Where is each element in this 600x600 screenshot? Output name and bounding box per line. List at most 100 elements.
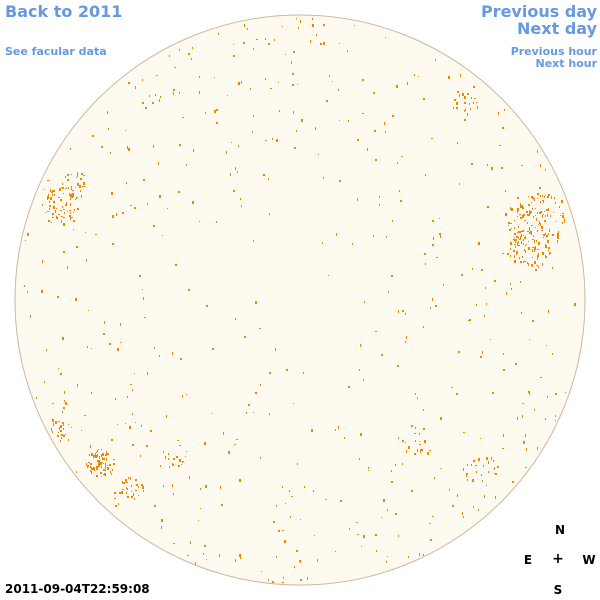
magnetic-feature-dot <box>424 440 426 443</box>
magnetic-feature-dot <box>179 445 181 446</box>
magnetic-feature-dot <box>574 303 576 306</box>
magnetic-feature-dot <box>206 559 207 560</box>
magnetic-feature-dot <box>362 113 364 114</box>
magnetic-feature-dot <box>565 392 566 393</box>
observation-timestamp: 2011-09-04T22:59:08 <box>5 582 150 596</box>
magnetic-feature-dot <box>127 488 128 490</box>
magnetic-feature-dot <box>100 472 102 474</box>
magnetic-feature-dot <box>558 231 559 233</box>
magnetic-feature-dot <box>517 232 519 233</box>
magnetic-feature-dot <box>517 244 518 246</box>
magnetic-feature-dot <box>69 215 71 217</box>
magnetic-feature-dot <box>235 167 236 170</box>
magnetic-feature-dot <box>555 202 556 204</box>
magnetic-feature-dot <box>53 206 55 209</box>
magnetic-feature-dot <box>373 235 374 237</box>
magnetic-feature-dot <box>273 521 275 523</box>
magnetic-feature-dot <box>182 461 183 463</box>
magnetic-feature-dot <box>131 491 132 492</box>
magnetic-feature-dot <box>284 540 286 543</box>
magnetic-feature-dot <box>457 494 458 497</box>
magnetic-feature-dot <box>141 484 143 486</box>
see-facular-data-link[interactable]: See facular data <box>5 45 107 58</box>
magnetic-feature-dot <box>354 25 355 26</box>
next-hour-link[interactable]: Next hour <box>535 57 598 70</box>
magnetic-feature-dot <box>375 331 377 332</box>
magnetic-feature-dot <box>58 214 60 215</box>
magnetic-feature-dot <box>204 545 206 547</box>
previous-hour-link[interactable]: Previous hour <box>510 45 597 58</box>
magnetic-feature-dot <box>562 222 563 224</box>
previous-day-link[interactable]: Previous day <box>480 2 597 21</box>
magnetic-feature-dot <box>537 249 539 250</box>
back-to-year-link[interactable]: Back to 2011 <box>5 2 123 21</box>
magnetic-feature-dot <box>467 113 468 116</box>
magnetic-feature-dot <box>400 200 402 202</box>
magnetic-feature-dot <box>513 239 515 240</box>
magnetic-feature-dot <box>173 458 175 460</box>
magnetic-feature-dot <box>261 571 262 572</box>
magnetic-feature-dot <box>391 275 393 277</box>
magnetic-feature-dot <box>205 112 206 114</box>
magnetic-feature-dot <box>97 454 98 455</box>
magnetic-feature-dot <box>169 466 170 468</box>
magnetic-feature-dot <box>250 88 251 90</box>
magnetic-feature-dot <box>127 496 129 498</box>
magnetic-feature-dot <box>542 200 544 201</box>
magnetic-feature-dot <box>198 520 199 521</box>
magnetic-feature-dot <box>240 557 241 559</box>
magnetic-feature-dot <box>517 211 518 213</box>
magnetic-feature-dot <box>398 535 399 537</box>
magnetic-feature-dot <box>534 240 535 242</box>
magnetic-feature-dot <box>518 226 519 228</box>
magnetic-feature-dot <box>282 26 283 27</box>
magnetic-feature-dot <box>246 412 247 414</box>
magnetic-feature-dot <box>482 480 483 482</box>
magnetic-feature-dot <box>439 218 440 219</box>
magnetic-feature-dot <box>125 479 127 482</box>
magnetic-feature-dot <box>467 93 469 95</box>
magnetic-feature-dot <box>491 457 492 460</box>
magnetic-feature-dot <box>395 464 396 466</box>
magnetic-feature-dot <box>67 266 68 268</box>
magnetic-feature-dot <box>528 241 529 242</box>
magnetic-feature-dot <box>126 487 127 489</box>
magnetic-feature-dot <box>92 453 93 455</box>
magnetic-feature-dot <box>520 217 522 219</box>
magnetic-feature-dot <box>523 243 524 245</box>
magnetic-feature-dot <box>241 205 242 207</box>
magnetic-feature-dot <box>204 442 206 445</box>
magnetic-feature-dot <box>104 458 105 460</box>
magnetic-feature-dot <box>546 209 548 211</box>
magnetic-feature-dot <box>464 110 465 112</box>
magnetic-feature-dot <box>278 82 279 83</box>
magnetic-feature-dot <box>93 467 95 470</box>
magnetic-feature-dot <box>216 122 218 124</box>
magnetic-feature-dot <box>456 107 458 109</box>
magnetic-feature-dot <box>547 240 549 243</box>
magnetic-feature-dot <box>545 245 547 248</box>
magnetic-feature-dot <box>483 465 484 467</box>
magnetic-feature-dot <box>49 205 51 207</box>
magnetic-feature-dot <box>147 372 148 375</box>
magnetic-feature-dot <box>276 505 277 507</box>
magnetic-feature-dot <box>521 234 522 237</box>
magnetic-feature-dot <box>518 245 520 246</box>
magnetic-feature-dot <box>253 115 254 117</box>
magnetic-feature-dot <box>514 255 515 258</box>
magnetic-feature-dot <box>368 467 369 469</box>
magnetic-feature-dot <box>265 78 266 80</box>
magnetic-feature-dot <box>555 221 556 222</box>
next-day-link[interactable]: Next day <box>517 19 597 38</box>
magnetic-feature-dot <box>81 173 83 175</box>
magnetic-feature-dot <box>561 200 563 203</box>
magnetic-feature-dot <box>503 353 504 355</box>
magnetic-feature-dot <box>518 231 519 232</box>
magnetic-feature-dot <box>344 437 345 439</box>
magnetic-feature-dot <box>186 394 187 395</box>
magnetic-feature-dot <box>529 210 530 211</box>
magnetic-feature-dot <box>135 490 137 491</box>
magnetic-feature-dot <box>531 231 532 234</box>
magnetic-feature-dot <box>557 233 559 236</box>
